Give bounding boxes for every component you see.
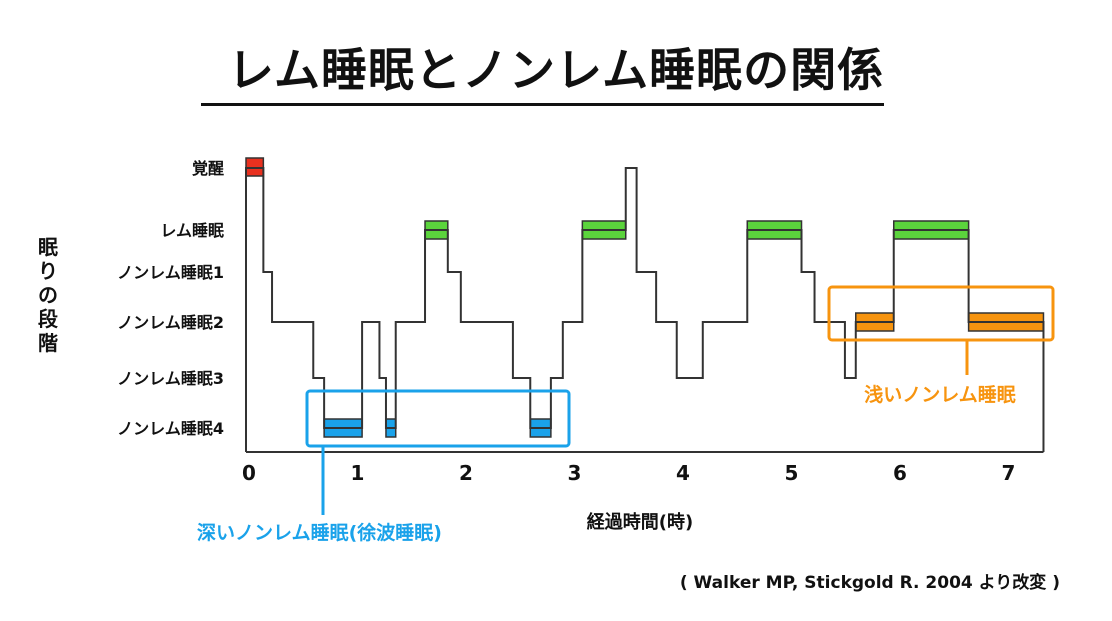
y-tick-label-4: ノンレム睡眠3 (117, 369, 224, 388)
y-axis-label-char-2: の (38, 283, 58, 307)
y-tick-label-3: ノンレム睡眠2 (117, 313, 224, 332)
x-ticks: 0 1 2 3 4 5 6 7 (242, 461, 1015, 485)
x-tick-label-3: 3 (568, 461, 582, 485)
y-tick-label-5: ノンレム睡眠4 (117, 419, 224, 438)
y-tick-label-1: レム睡眠 (160, 221, 224, 240)
y-tick-label-0: 覚醒 (192, 159, 224, 178)
source-citation: ( Walker MP, Stickgold R. 2004 より改変 ) (679, 573, 1060, 593)
hypnogram-line (245, 167, 1045, 452)
x-tick-label-0: 0 (242, 461, 256, 485)
y-tick-label-2: ノンレム睡眠1 (117, 263, 224, 282)
light-sleep-annotation: 浅いノンレム睡眠 (864, 383, 1016, 406)
x-axis-label: 経過時間(時) (587, 511, 693, 533)
y-axis-label-char-0: 眠 (38, 235, 58, 259)
x-tick-label-5: 5 (785, 461, 799, 485)
x-tick-label-2: 2 (459, 461, 473, 485)
deep-sleep-bracket (305, 389, 571, 448)
title-underline (201, 103, 884, 106)
chart-title: レム睡眠とノンレム睡眠の関係 (227, 43, 885, 97)
x-tick-label-4: 4 (676, 461, 690, 485)
x-tick-label-1: 1 (351, 461, 365, 485)
light-sleep-bracket (827, 285, 1055, 342)
x-tick-label-7: 7 (1002, 461, 1016, 485)
x-tick-label-6: 6 (893, 461, 907, 485)
y-axis-label-char-3: 段 (38, 307, 58, 331)
y-axis-label-char-1: り (38, 259, 58, 283)
deep-sleep-annotation: 深いノンレム睡眠(徐波睡眠) (197, 521, 442, 544)
y-axis-label-char-4: 階 (38, 331, 58, 355)
